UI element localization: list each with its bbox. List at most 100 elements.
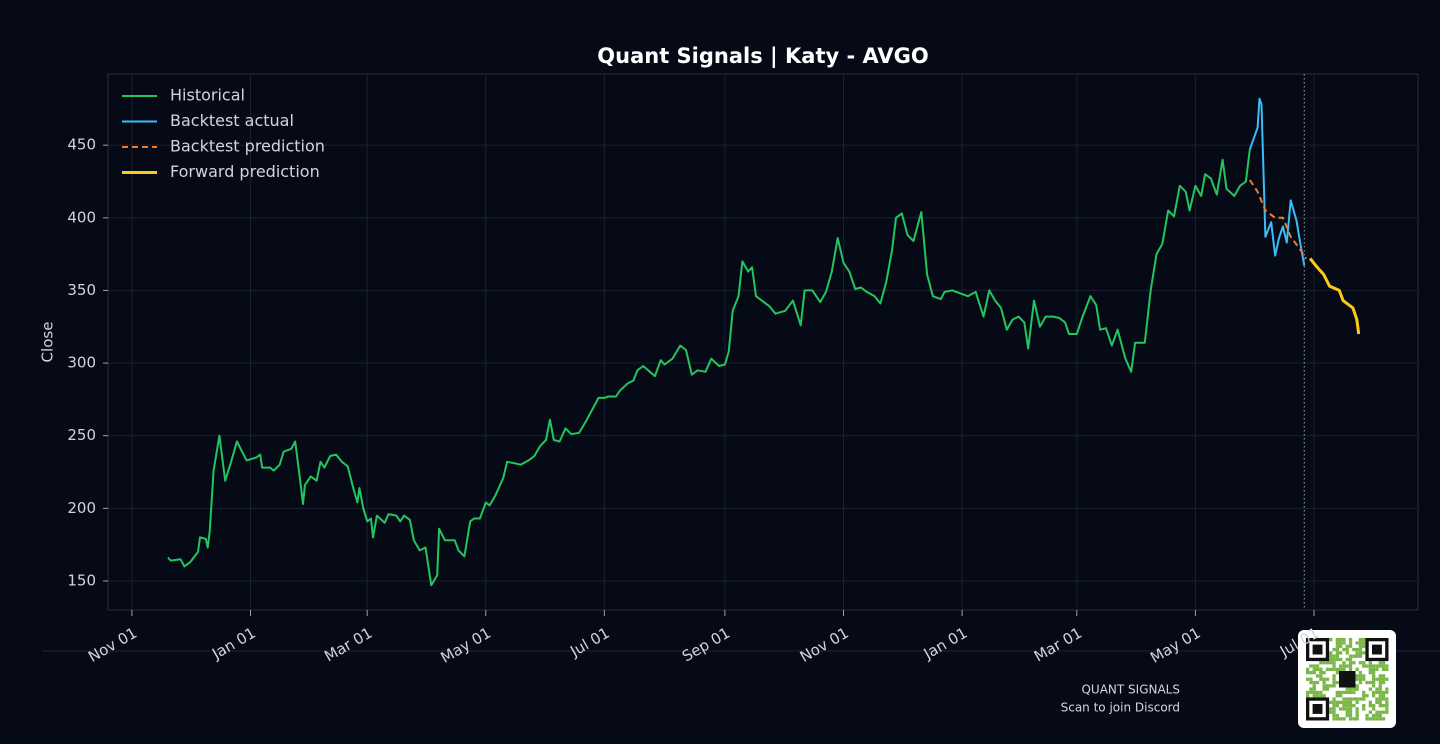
qr-cell <box>1312 684 1316 688</box>
qr-cell <box>1381 661 1386 665</box>
qr-cell <box>1348 641 1353 645</box>
qr-cell <box>1348 638 1353 642</box>
qr-cell <box>1319 690 1323 695</box>
qr-cell <box>1368 667 1372 671</box>
chart-title: Quant Signals | Katy - AVGO <box>597 44 928 69</box>
qr-cell <box>1381 674 1386 678</box>
qr-cell <box>1355 707 1359 711</box>
qr-cell <box>1358 651 1363 655</box>
qr-cell <box>1385 700 1389 704</box>
qr-cell <box>1362 661 1366 665</box>
qr-cell <box>1322 687 1326 691</box>
qr-cell <box>1342 664 1346 668</box>
qr-cell <box>1381 717 1386 721</box>
qr-cell <box>1342 707 1346 711</box>
qr-cell <box>1385 707 1389 711</box>
qr-cell <box>1372 677 1376 681</box>
qr-cell <box>1329 707 1333 711</box>
qr-cell <box>1315 674 1320 678</box>
qr-cell <box>1372 671 1376 675</box>
plot-frame <box>107 73 1419 611</box>
qr-cell <box>1368 680 1372 685</box>
qr-cell <box>1381 667 1386 671</box>
qr-cell <box>1348 654 1353 658</box>
qr-cell <box>1358 671 1363 675</box>
qr-cell <box>1381 677 1386 681</box>
qr-cell <box>1355 651 1359 655</box>
qr-cell <box>1329 667 1333 671</box>
series-line <box>1308 257 1361 335</box>
qr-cell <box>1368 671 1372 675</box>
qr-cell <box>1339 644 1343 648</box>
qr-cell <box>1358 638 1363 642</box>
series-line <box>167 149 1251 587</box>
qr-cell <box>1352 654 1356 658</box>
legend-label: Forward prediction <box>170 162 320 181</box>
qr-cell <box>1372 690 1376 695</box>
qr-cell <box>1339 694 1343 698</box>
qr-cell <box>1312 687 1316 691</box>
qr-cell <box>1325 667 1330 671</box>
qr-cell <box>1335 654 1339 658</box>
qr-cell <box>1375 664 1379 668</box>
qr-cell <box>1362 674 1366 678</box>
qr-cell <box>1342 661 1346 665</box>
qr-cell <box>1342 717 1346 721</box>
qr-cell <box>1306 667 1310 671</box>
y-tick-label: 300 <box>67 354 96 372</box>
qr-cell <box>1335 690 1339 695</box>
qr-cell <box>1306 677 1310 681</box>
qr-cell <box>1348 667 1353 671</box>
qr-cell <box>1319 661 1323 665</box>
qr-cell <box>1372 717 1376 721</box>
qr-cell <box>1362 704 1366 708</box>
qr-cell <box>1378 661 1382 665</box>
qr-cell <box>1352 697 1356 701</box>
qr-cell <box>1345 657 1349 662</box>
qr-cell <box>1362 651 1366 655</box>
qr-cell <box>1368 710 1372 714</box>
qr-cell <box>1385 664 1389 668</box>
qr-cell <box>1332 654 1336 658</box>
qr-cell <box>1348 661 1353 665</box>
qr-cell <box>1335 671 1339 675</box>
qr-cell <box>1309 671 1313 675</box>
qr-cell <box>1339 651 1343 655</box>
qr-cell <box>1332 664 1336 668</box>
qr-cell <box>1358 661 1363 665</box>
qr-cell <box>1378 664 1382 668</box>
qr-cell <box>1348 700 1353 704</box>
legend-label: Backtest prediction <box>170 137 325 156</box>
qr-cell <box>1348 710 1353 714</box>
qr-cell <box>1368 717 1372 721</box>
qr-cell <box>1372 707 1376 711</box>
qr-cell <box>1372 674 1376 678</box>
qr-cell <box>1375 710 1379 714</box>
y-tick-label: 350 <box>67 281 96 299</box>
qr-cell <box>1355 717 1359 721</box>
qr-cell <box>1345 697 1349 701</box>
qr-cell <box>1339 638 1343 642</box>
qr-cell <box>1365 717 1369 721</box>
qr-cell <box>1352 687 1356 691</box>
qr-cell <box>1332 674 1336 678</box>
qr-cell <box>1358 654 1363 658</box>
qr-cell <box>1378 677 1382 681</box>
qr-cell <box>1306 694 1310 698</box>
y-tick-label: 450 <box>67 136 96 154</box>
qr-cell <box>1368 687 1372 691</box>
qr-cell <box>1348 717 1353 721</box>
qr-cell <box>1335 713 1339 718</box>
qr-cell <box>1309 687 1313 691</box>
qr-cell <box>1339 641 1343 645</box>
qr-cell <box>1332 647 1336 652</box>
qr-cell <box>1358 677 1363 681</box>
y-tick-label: 400 <box>67 208 96 226</box>
qr-cell <box>1329 700 1333 704</box>
qr-cell <box>1332 657 1336 662</box>
qr-cell <box>1335 657 1339 662</box>
qr-cell <box>1329 651 1333 655</box>
qr-cell <box>1332 661 1336 665</box>
qr-cell <box>1306 671 1310 675</box>
qr-cell <box>1372 694 1376 698</box>
